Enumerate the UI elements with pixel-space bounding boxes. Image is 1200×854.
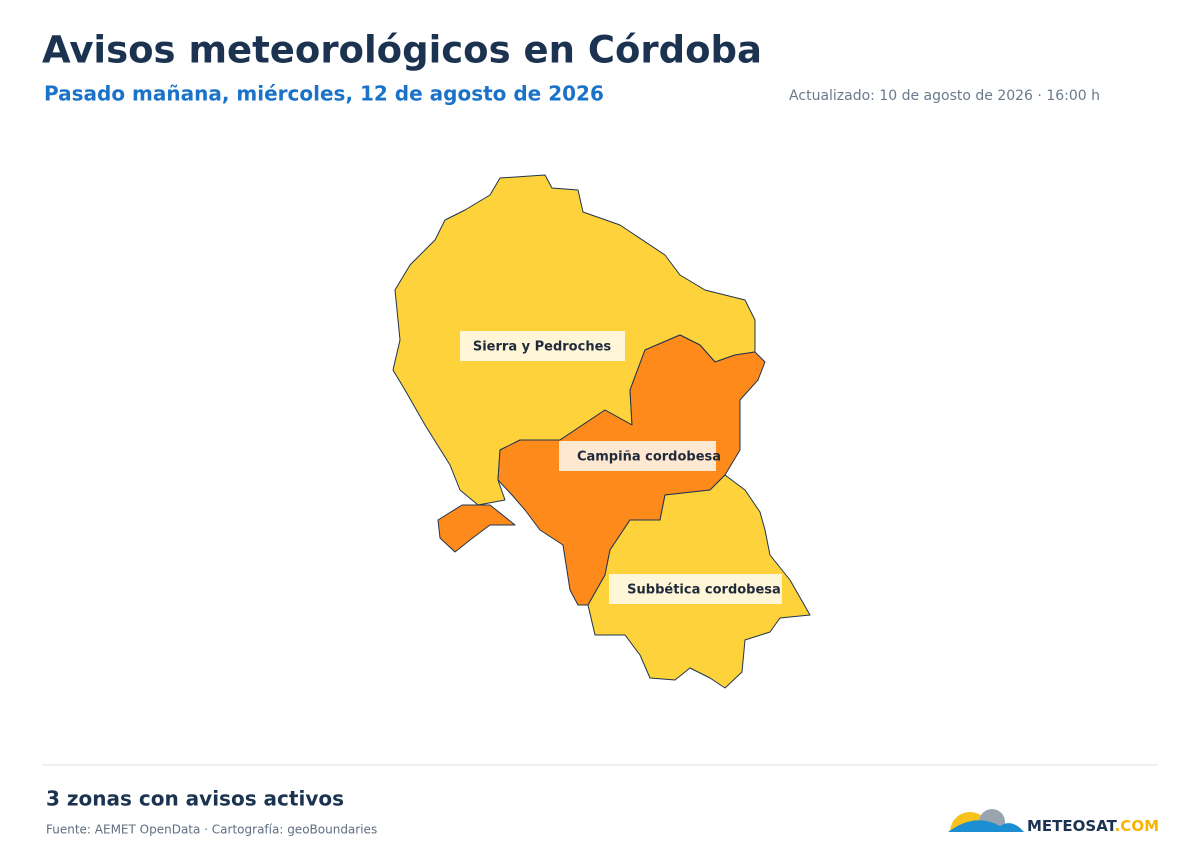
title: Avisos meteorológicos en Córdoba — [42, 29, 762, 72]
logo-mask — [940, 832, 1030, 852]
label-box — [559, 441, 716, 471]
logo-text: METEOSAT.COM — [1027, 817, 1159, 835]
logo-wave — [948, 820, 1024, 832]
zone-label: Sierra y Pedroches — [473, 340, 612, 355]
zone-label: Campiña cordobesa — [577, 450, 721, 465]
label-box — [460, 331, 625, 361]
summary: 3 zonas con avisos activos — [46, 787, 344, 811]
source: Fuente: AEMET OpenData · Cartografía: ge… — [46, 823, 377, 837]
zone-label: Subbética cordobesa — [627, 583, 781, 598]
updated: Actualizado: 10 de agosto de 2026 · 16:0… — [789, 88, 1100, 104]
subtitle: Pasado mañana, miércoles, 12 de agosto d… — [44, 82, 604, 106]
logo: METEOSAT.COM — [940, 809, 1159, 852]
label-box — [609, 574, 782, 604]
